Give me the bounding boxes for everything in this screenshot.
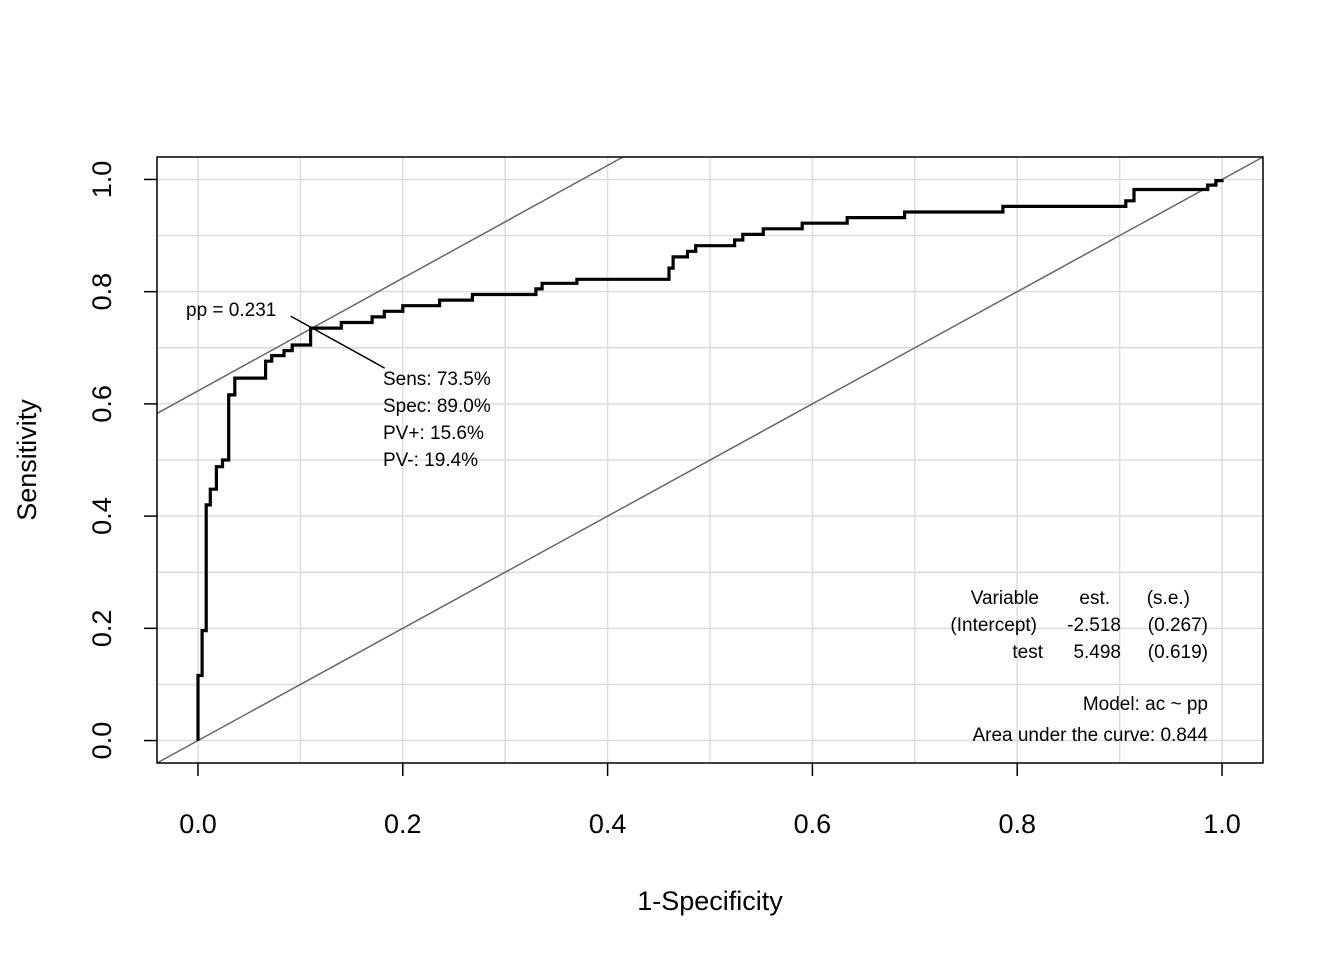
y-axis-title: Sensitivity: [12, 399, 42, 521]
y-axis: 0.0 0.2 0.4 0.6 0.8 1.0: [87, 161, 157, 760]
x-tick-label-1: 0.2: [384, 809, 422, 839]
coefficient-table: Variable est. (s.e.) (Intercept) -2.518 …: [950, 588, 1208, 663]
pv-plus-stat: PV+: 15.6%: [383, 423, 484, 444]
grid: [157, 157, 1263, 763]
x-tick-label-5: 1.0: [1203, 809, 1241, 839]
plot-frame: [156, 156, 1264, 764]
auc-label: Area under the curve: 0.844: [972, 725, 1208, 746]
cutoff-leader-line: [290, 315, 386, 369]
sens-stat: Sens: 73.5%: [383, 369, 491, 390]
roc-curve-series-line: [196, 179, 1224, 741]
y-tick-label-4: 0.8: [87, 273, 117, 311]
table-header-se: (s.e.): [1147, 588, 1190, 609]
y-tick-label-1: 0.2: [87, 610, 117, 648]
y-tick-label-3: 0.6: [87, 385, 117, 423]
model-label: Model: ac ~ pp: [1083, 694, 1208, 715]
y-tick-label-5: 1.0: [87, 161, 117, 199]
y-tick-label-2: 0.4: [87, 497, 117, 535]
spec-stat: Spec: 89.0%: [383, 396, 491, 417]
table-header-est: est.: [1079, 588, 1110, 609]
x-tick-label-0: 0.0: [179, 809, 217, 839]
reference-line-diagonal: [156, 156, 1264, 764]
table-header-variable: Variable: [971, 588, 1039, 609]
reference-line-iso-accuracy: [156, 156, 624, 415]
x-tick-label-2: 0.4: [589, 809, 627, 839]
pv-minus-stat: PV-: 19.4%: [383, 450, 478, 471]
x-tick-label-4: 0.8: [998, 809, 1036, 839]
x-axis: 0.0 0.2 0.4 0.6 0.8 1.0: [179, 763, 1241, 839]
table-row-test-variable: test: [1012, 642, 1043, 663]
x-tick-label-3: 0.6: [794, 809, 832, 839]
table-row-test-se: (0.619): [1148, 642, 1208, 663]
table-row-intercept-se: (0.267): [1148, 615, 1208, 636]
table-row-intercept-est: -2.518: [1067, 615, 1121, 636]
cutoff-label: pp = 0.231: [186, 300, 276, 321]
reference-lines: [156, 156, 1264, 764]
y-tick-label-0: 0.0: [87, 722, 117, 760]
table-row-intercept-variable: (Intercept): [950, 615, 1037, 636]
x-axis-title: 1-Specificity: [637, 886, 783, 916]
table-row-test-est: 5.498: [1073, 642, 1121, 663]
